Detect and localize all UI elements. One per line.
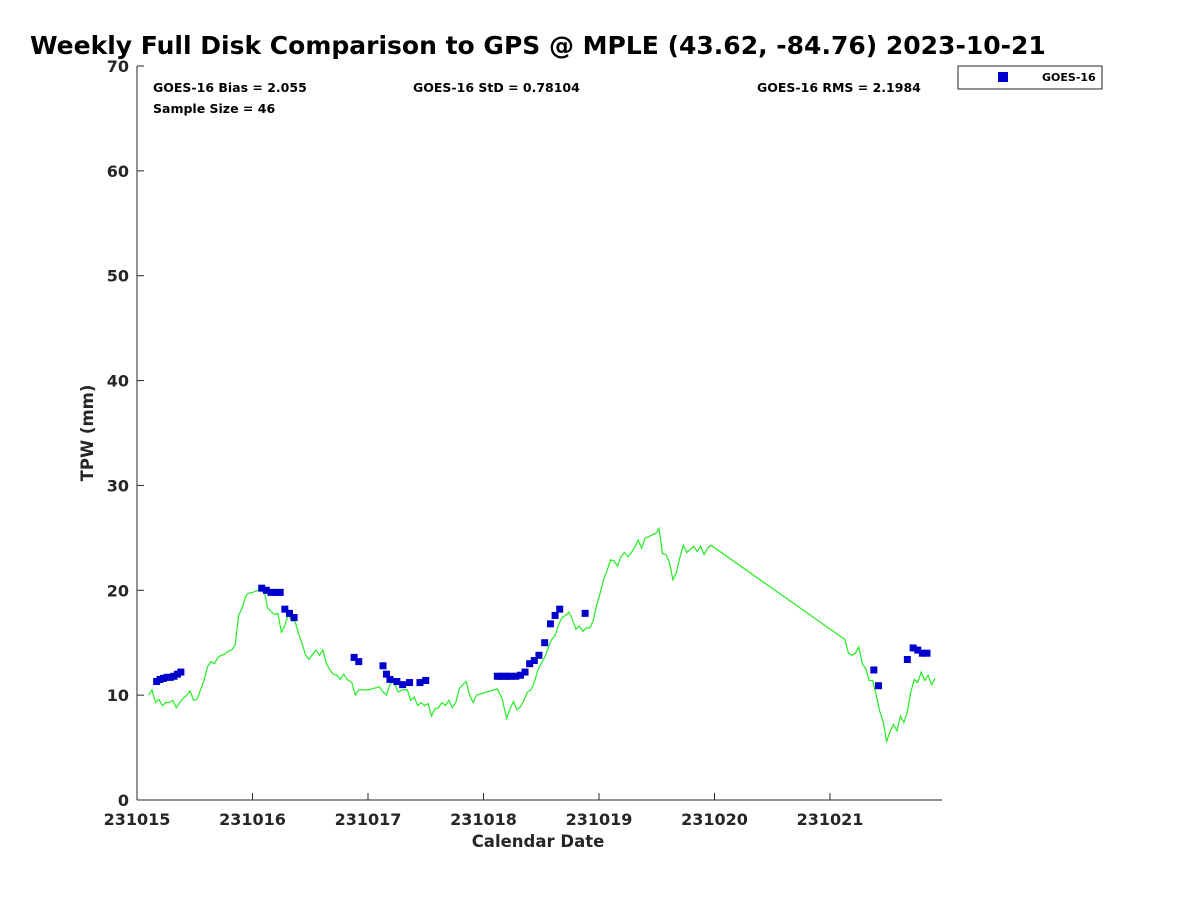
y-tick-label: 30 [107,476,129,495]
goes-point [526,660,534,668]
goes-point [918,649,926,657]
legend-box [957,65,1103,90]
goes-point [416,679,424,687]
goes-point [379,662,387,670]
goes-point [870,666,878,674]
goes-point [530,657,538,665]
chart-title: Weekly Full Disk Comparison to GPS @ MPL… [30,31,1046,60]
goes-point [556,605,564,613]
goes-point [521,668,529,676]
y-tick-label: 40 [107,372,129,391]
goes-point [290,614,298,622]
goes-point [177,668,185,676]
goes-point [909,644,917,652]
goes-point [422,676,430,684]
goes-point [355,658,363,666]
gps-line [148,526,936,744]
stat-rms: GOES-16 RMS = 2.1984 [757,80,921,95]
goes-point [262,586,270,594]
x-tick-label: 231015 [104,810,171,829]
goes-point [903,655,911,663]
goes-point [551,611,559,619]
goes-series [153,584,931,690]
y-axis-label: TPW (mm) [78,385,97,482]
goes-point [272,588,280,596]
y-tick-label: 10 [107,686,129,705]
goes-point [507,672,515,680]
legend-marker [998,72,1008,82]
goes-point [406,679,414,687]
goes-point [382,670,390,678]
y-tick-label: 20 [107,581,129,600]
x-tick-label: 231016 [219,810,286,829]
y-tick-label: 0 [118,791,129,810]
goes-point [541,639,549,647]
y-axis-ticks: 0 10 20 30 40 50 60 70 [107,57,144,810]
goes-point [276,588,284,596]
goes-point [258,584,266,592]
legend-label: GOES-16 [1042,71,1096,84]
x-axis-ticks: 231015 231016 231017 231018 231019 231020 2310… [104,793,864,829]
stat-bias: GOES-16 Bias = 2.055 [153,80,307,95]
goes-point [923,649,931,657]
goes-point [512,672,520,680]
y-tick-label: 50 [107,267,129,286]
x-tick-label: 231018 [450,810,517,829]
goes-point [393,678,401,686]
x-tick-label: 231017 [335,810,402,829]
x-tick-label: 231020 [681,810,748,829]
goes-point [281,605,289,613]
plot-area [136,66,942,801]
y-tick-label: 60 [107,162,129,181]
goes-point [267,588,275,596]
goes-point [546,620,554,628]
x-tick-label: 231019 [566,810,633,829]
stat-sample-size: Sample Size = 46 [153,101,275,116]
goes-point [581,609,589,617]
goes-point [285,609,293,617]
y-tick-label: 70 [107,57,129,76]
gps-series [148,526,936,744]
goes-point [516,671,524,679]
goes-point [386,675,394,683]
goes-point [350,653,358,661]
goes-point [535,651,543,659]
goes-point [399,681,407,689]
goes-point [914,646,922,654]
x-tick-label: 231021 [797,810,864,829]
goes-point [874,682,882,690]
legend: GOES-16 [957,65,1103,90]
stat-std: GOES-16 StD = 0.78104 [413,80,580,95]
x-axis-label: Calendar Date [472,832,605,851]
